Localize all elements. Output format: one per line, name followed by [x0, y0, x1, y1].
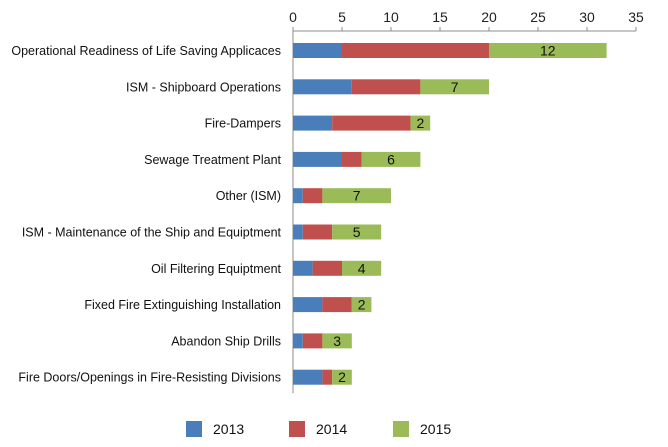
bar-segment-2013	[293, 333, 303, 349]
legend-swatch-2014	[289, 421, 305, 437]
x-tick-label: 20	[481, 9, 497, 25]
legend-label: 2013	[213, 421, 244, 437]
bar-segment-2014	[342, 43, 489, 58]
data-label: 2	[338, 369, 346, 385]
x-tick-label: 15	[432, 9, 448, 25]
bar-segment-2014	[351, 79, 421, 95]
data-label: 5	[353, 224, 361, 240]
category-label: Fire-Dampers	[205, 117, 281, 131]
category-label: ISM - Shipboard Operations	[126, 80, 281, 94]
legend: 2013 2014 2015	[186, 421, 451, 437]
data-label: 2	[417, 115, 425, 131]
bar-segment-2015	[342, 260, 382, 276]
bar-segment-2015	[332, 224, 382, 240]
bar-segment-2015	[351, 297, 372, 313]
bar-segment-2014	[322, 297, 352, 313]
category-label: Operational Readiness of Life Saving App…	[11, 44, 281, 58]
x-axis: 0 5 10 15 20 25 30 35	[289, 9, 644, 394]
category-label: Abandon Ship Drills	[171, 334, 281, 348]
bar-segment-2014	[332, 115, 411, 131]
bar-segment-2013	[293, 224, 303, 240]
data-label: 4	[358, 260, 366, 276]
bar-segment-2015	[420, 79, 489, 95]
x-tick-label: 0	[289, 9, 297, 25]
data-label: 7	[353, 188, 361, 204]
data-label: 6	[387, 151, 395, 167]
category-label: ISM - Maintenance of the Ship and Equipt…	[22, 226, 282, 240]
data-label: 3	[333, 333, 341, 349]
bar-segment-2015	[410, 115, 431, 131]
bar-segment-2013	[293, 188, 303, 204]
bar-segment-2014	[302, 333, 323, 349]
legend-label: 2014	[316, 421, 347, 437]
bar-segment-2013	[293, 79, 352, 95]
data-labels: 12 7 2 6 7 5 4 2 3 2	[333, 43, 556, 386]
bar-segment-2015	[332, 369, 352, 385]
bar-segment-2015	[322, 188, 391, 204]
bar-segment-2015	[361, 151, 421, 167]
x-tick-label: 30	[579, 9, 595, 25]
bar-segment-2013	[293, 297, 323, 313]
bar-segment-2013	[293, 151, 342, 167]
category-label: Oil Filtering Equiptment	[151, 262, 281, 276]
data-label: 12	[540, 43, 556, 59]
x-tick-label: 5	[338, 9, 346, 25]
category-label: Other (ISM)	[216, 189, 281, 203]
category-labels: Operational Readiness of Life Saving App…	[11, 44, 281, 385]
x-tick-label: 10	[383, 9, 399, 25]
category-label: Sewage Treatment Plant	[144, 153, 281, 167]
bar-segment-2013	[293, 369, 323, 385]
bar-segment-2013	[293, 115, 333, 131]
bar-segment-2014	[342, 151, 362, 167]
bar-segment-2014	[322, 369, 333, 385]
category-label: Fire Doors/Openings in Fire-Resisting Di…	[18, 371, 281, 385]
data-label: 2	[358, 297, 366, 313]
legend-swatch-2013	[186, 421, 202, 437]
bars	[293, 43, 607, 385]
x-tick-label: 35	[628, 9, 644, 25]
bar-segment-2013	[293, 260, 313, 276]
bar-segment-2014	[302, 224, 333, 240]
legend-label: 2015	[420, 421, 451, 437]
bar-segment-2014	[312, 260, 342, 276]
bar-segment-2014	[302, 188, 323, 204]
x-tick-label: 25	[530, 9, 546, 25]
bar-segment-2013	[293, 43, 342, 58]
legend-swatch-2015	[393, 421, 409, 437]
bar-segment-2015	[489, 43, 607, 58]
category-label: Fixed Fire Extinguishing Installation	[84, 298, 281, 312]
data-label: 7	[451, 79, 459, 95]
bar-segment-2015	[322, 333, 352, 349]
